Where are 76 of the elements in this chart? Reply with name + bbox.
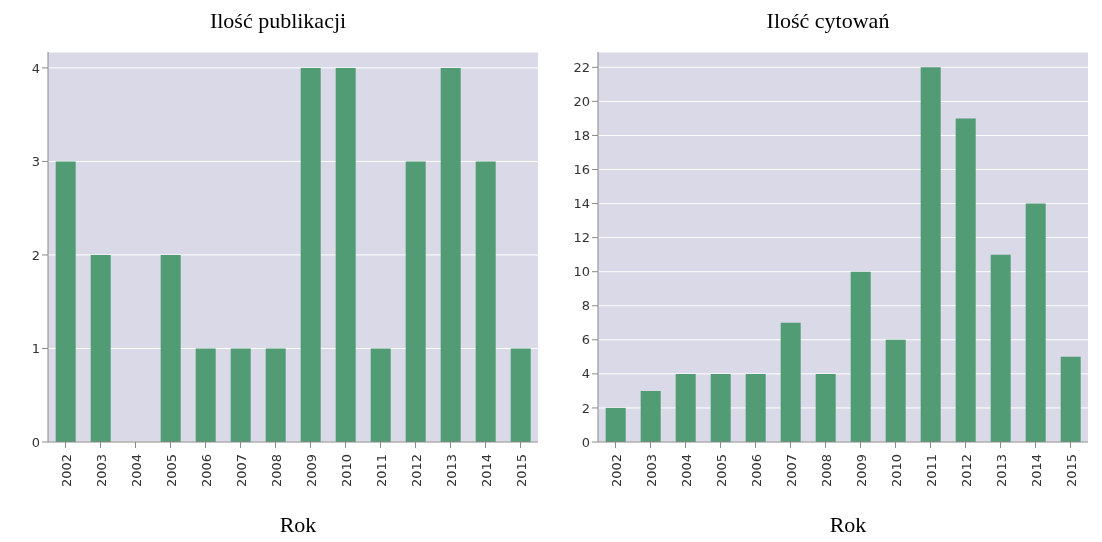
bar: [885, 339, 906, 442]
x-tick-label: 2015: [1063, 454, 1079, 488]
x-tick-label: 2007: [233, 454, 249, 488]
x-tick-label: 2014: [1028, 454, 1044, 488]
x-tick-label: 2014: [478, 454, 494, 488]
x-tick-label: 2005: [163, 454, 179, 488]
x-tick-label: 2013: [993, 454, 1009, 488]
bar: [815, 373, 836, 442]
bar: [675, 373, 696, 442]
x-tick-label: 2011: [923, 454, 939, 488]
x-tick-label: 2006: [198, 454, 214, 488]
bar: [1025, 203, 1046, 442]
bar: [300, 67, 321, 442]
bar: [955, 118, 976, 442]
bar: [90, 254, 111, 442]
x-tick-label: 2009: [853, 454, 869, 488]
y-tick-label: 0: [581, 434, 590, 450]
bar: [710, 373, 731, 442]
bar: [160, 254, 181, 442]
y-tick-label: 16: [573, 162, 590, 178]
bar: [230, 348, 251, 442]
bar: [335, 67, 356, 442]
x-tick-label: 2011: [373, 454, 389, 488]
bar: [370, 348, 391, 442]
bar: [1060, 356, 1081, 442]
x-tick-label: 2008: [268, 454, 284, 488]
y-tick-label: 2: [581, 400, 590, 416]
bar: [990, 254, 1011, 442]
bar: [605, 407, 626, 442]
bar: [440, 67, 461, 442]
x-tick-label: 2008: [818, 454, 834, 488]
y-tick-label: 22: [573, 59, 590, 75]
x-tick-label: 2012: [408, 454, 424, 488]
y-tick-label: 3: [31, 154, 40, 170]
y-tick-label: 14: [573, 196, 590, 212]
x-axis-title: Rok: [278, 512, 318, 538]
y-tick-label: 1: [31, 341, 40, 357]
chart-title: Ilość cytowań: [765, 8, 891, 35]
y-tick-label: 0: [31, 434, 40, 450]
x-tick-label: 2004: [128, 454, 144, 488]
y-tick-label: 4: [581, 366, 590, 382]
bar: [510, 348, 531, 442]
x-tick-label: 2007: [783, 454, 799, 488]
bar: [195, 348, 216, 442]
x-tick-label: 2006: [748, 454, 764, 488]
y-tick-label: 2: [31, 247, 40, 263]
x-tick-label: 2010: [888, 454, 904, 488]
x-tick-label: 2010: [338, 454, 354, 488]
x-tick-label: 2002: [608, 454, 624, 488]
bar: [475, 161, 496, 442]
y-tick-label: 20: [573, 94, 590, 109]
y-tick-label: 6: [581, 332, 590, 348]
bar: [780, 322, 801, 442]
y-tick-label: 4: [31, 60, 40, 76]
x-tick-label: 2003: [93, 454, 109, 488]
bar: [55, 161, 76, 442]
x-tick-label: 2009: [303, 454, 319, 488]
y-tick-label: 8: [581, 298, 590, 314]
x-tick-label: 2015: [513, 454, 529, 488]
bar: [640, 390, 661, 442]
x-tick-label: 2003: [643, 454, 659, 488]
bar: [405, 161, 426, 442]
x-tick-label: 2012: [958, 454, 974, 488]
bar: [745, 373, 766, 442]
x-tick-label: 2002: [58, 454, 74, 488]
chart-title: Ilość publikacji: [208, 8, 348, 35]
bar: [265, 348, 286, 442]
x-tick-label: 2013: [443, 454, 459, 488]
x-tick-label: 2005: [713, 454, 729, 488]
y-tick-label: 18: [573, 128, 590, 144]
bar: [920, 67, 941, 442]
y-tick-label: 12: [573, 230, 590, 246]
y-tick-label: 10: [573, 264, 590, 280]
x-tick-label: 2004: [678, 454, 694, 488]
bar: [850, 271, 871, 442]
x-axis-title: Rok: [828, 512, 868, 538]
